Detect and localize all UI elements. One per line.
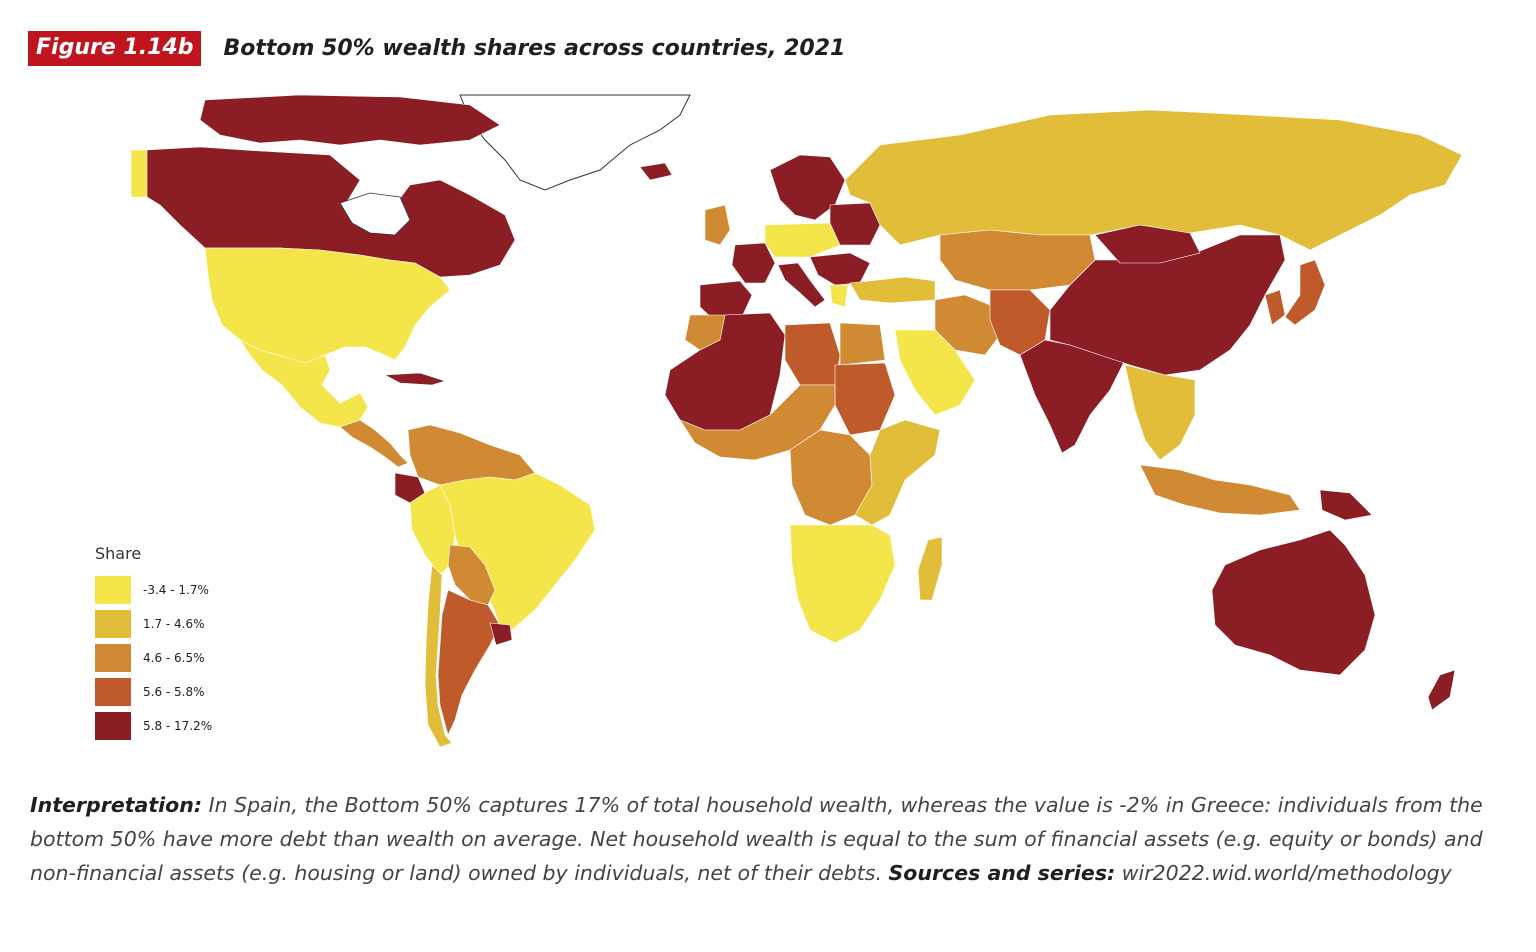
region-eastern-europe <box>829 202 881 246</box>
legend-label: 5.6 - 5.8% <box>143 685 205 699</box>
region-caribbean <box>383 372 447 386</box>
region-libya <box>784 322 841 386</box>
region-west-africa <box>679 384 836 461</box>
legend-label: 5.8 - 17.2% <box>143 719 213 733</box>
region-canada-islands <box>199 94 501 146</box>
region-southern-africa <box>789 524 896 644</box>
region-egypt <box>839 322 886 366</box>
region-argentina <box>437 589 501 736</box>
interpretation-text: In Spain, the Bottom 50% captures 17% of… <box>30 793 1483 885</box>
region-central-europe <box>764 222 841 258</box>
region-united-kingdom <box>704 204 731 246</box>
legend-item: 5.8 - 17.2% <box>95 709 295 743</box>
region-france <box>731 242 776 284</box>
region-colombia-venezuela <box>407 424 536 486</box>
world-map <box>0 85 1536 765</box>
legend-item: 1.7 - 4.6% <box>95 607 295 641</box>
region-balkans <box>809 252 871 286</box>
region-indonesia <box>1139 464 1301 516</box>
region-greenland <box>459 94 691 191</box>
figure-badge: Figure 1.14b <box>28 30 202 66</box>
region-turkey <box>849 276 936 304</box>
legend-swatch <box>95 576 131 604</box>
map-legend: Share -3.4 - 1.7% 1.7 - 4.6% 4.6 - 6.5% … <box>95 544 295 743</box>
region-madagascar <box>917 536 943 601</box>
region-central-asia <box>939 229 1096 291</box>
region-new-zealand <box>1427 669 1456 711</box>
legend-title: Share <box>95 544 142 563</box>
region-united-states <box>204 247 451 364</box>
legend-swatch <box>95 644 131 672</box>
legend-item: 5.6 - 5.8% <box>95 675 295 709</box>
region-australia <box>1211 529 1376 676</box>
region-chile <box>424 564 453 748</box>
figure-title: Bottom 50% wealth shares across countrie… <box>223 35 846 61</box>
region-uruguay <box>489 622 513 646</box>
legend-label: 1.7 - 4.6% <box>143 617 205 631</box>
legend-label: 4.6 - 6.5% <box>143 651 205 665</box>
region-mexico <box>239 339 369 428</box>
interpretation-note: Interpretation: In Spain, the Bottom 50%… <box>30 788 1510 890</box>
region-papua-new-guinea <box>1319 489 1373 521</box>
region-alaska <box>130 149 148 198</box>
interpretation-label: Interpretation: <box>30 793 203 817</box>
region-southeast-asia <box>1124 364 1196 461</box>
figure-header: Figure 1.14b Bottom 50% wealth shares ac… <box>28 30 845 66</box>
region-central-america <box>339 419 409 468</box>
region-russia <box>844 109 1463 251</box>
region-saudi-arabia <box>894 329 976 416</box>
region-algeria-mali <box>664 312 786 431</box>
legend-item: -3.4 - 1.7% <box>95 573 295 607</box>
region-hudson-bay <box>339 192 411 236</box>
region-korea <box>1264 289 1286 326</box>
legend-label: -3.4 - 1.7% <box>143 583 209 597</box>
region-greece <box>829 284 849 308</box>
region-east-africa <box>854 419 941 526</box>
world-map-svg <box>130 94 1463 748</box>
legend-swatch <box>95 610 131 638</box>
legend-swatch <box>95 678 131 706</box>
region-mongolia <box>1094 224 1201 264</box>
region-japan <box>1284 259 1326 326</box>
legend-swatch <box>95 712 131 740</box>
sources-text: wir2022.wid.world/methodology <box>1115 861 1452 885</box>
legend-item: 4.6 - 6.5% <box>95 641 295 675</box>
sources-label: Sources and series: <box>888 861 1116 885</box>
region-iceland <box>639 162 673 181</box>
region-italy <box>777 262 826 308</box>
region-sudan <box>834 362 896 436</box>
